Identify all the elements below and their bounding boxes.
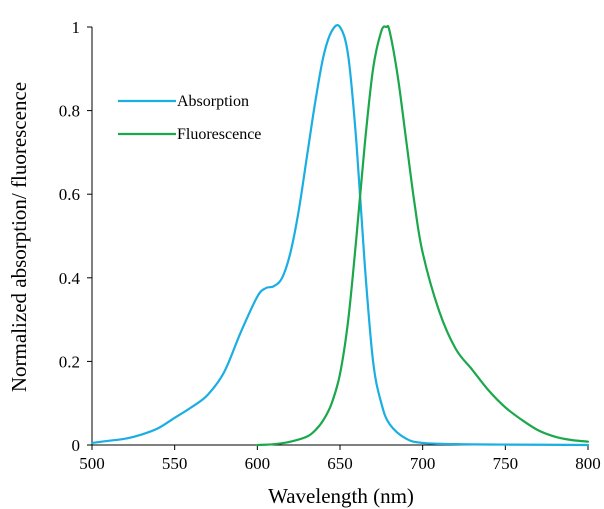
y-tick-label: 0.2 xyxy=(59,352,80,371)
y-tick-label: 0.4 xyxy=(59,269,81,288)
x-tick-label: 650 xyxy=(327,454,353,473)
series-line-absorption xyxy=(90,24,590,447)
legend: Absorption Fluorescence xyxy=(118,93,261,143)
y-tick-label: 0.8 xyxy=(59,102,80,121)
x-tick-label: 600 xyxy=(245,454,271,473)
y-ticks: 0 0.2 0.4 0.6 0.8 1 xyxy=(59,18,92,455)
plot-frame xyxy=(91,27,588,446)
x-tick-label: 800 xyxy=(575,454,601,473)
x-tick-label: 500 xyxy=(79,454,105,473)
x-tick-label: 550 xyxy=(162,454,188,473)
y-axis-title: Normalized absorption/ fluorescence xyxy=(7,82,31,392)
x-axis-title: Wavelength (nm) xyxy=(268,484,414,508)
x-tick-label: 700 xyxy=(410,454,436,473)
series-line-fluorescence xyxy=(256,24,590,447)
y-tick-label: 1 xyxy=(72,18,81,37)
y-tick-label: 0 xyxy=(72,436,81,455)
x-tick-label: 750 xyxy=(493,454,519,473)
x-ticks: 500 550 600 650 700 750 800 xyxy=(79,445,601,473)
legend-label: Fluorescence xyxy=(177,126,261,143)
y-tick-label: 0.6 xyxy=(59,185,80,204)
legend-label: Absorption xyxy=(177,93,249,110)
series-lines xyxy=(90,24,590,447)
